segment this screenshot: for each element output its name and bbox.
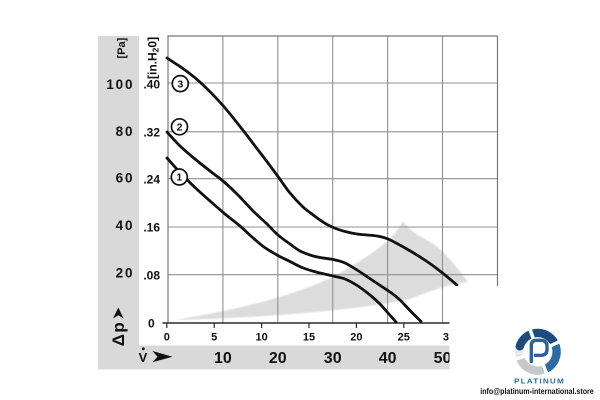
svg-text:30: 30: [324, 350, 342, 367]
svg-text:.40: .40: [143, 77, 160, 91]
svg-text:[in.H20]: [in.H20]: [146, 37, 161, 79]
svg-text:[Pa]: [Pa]: [116, 37, 128, 58]
svg-text:Δp: Δp: [109, 321, 128, 347]
svg-text:.08: .08: [143, 269, 160, 283]
svg-text:10: 10: [255, 332, 267, 344]
svg-text:PLATINUM: PLATINUM: [514, 378, 565, 385]
svg-text:100: 100: [106, 77, 134, 92]
svg-text:40: 40: [116, 218, 135, 233]
svg-text:10: 10: [214, 350, 232, 367]
svg-text:V: V: [139, 350, 148, 365]
svg-text:15: 15: [303, 332, 315, 344]
svg-text:60: 60: [116, 171, 135, 186]
svg-text:info@platinum-international.st: info@platinum-international.store: [480, 386, 594, 396]
svg-text:.24: .24: [143, 173, 160, 187]
svg-text:.32: .32: [143, 126, 160, 140]
svg-text:2: 2: [177, 122, 183, 134]
svg-text:20: 20: [350, 332, 362, 344]
svg-text:0: 0: [148, 316, 155, 330]
svg-text:.16: .16: [143, 221, 160, 235]
svg-text:5: 5: [211, 332, 217, 344]
svg-text:0: 0: [164, 332, 170, 344]
svg-text:20: 20: [116, 266, 135, 281]
svg-text:50: 50: [434, 350, 452, 367]
svg-text:3: 3: [177, 78, 183, 90]
svg-text:40: 40: [379, 350, 397, 367]
svg-text:25: 25: [398, 332, 410, 344]
svg-text:80: 80: [116, 124, 135, 139]
svg-text:20: 20: [269, 350, 287, 367]
svg-text:1: 1: [176, 172, 182, 184]
